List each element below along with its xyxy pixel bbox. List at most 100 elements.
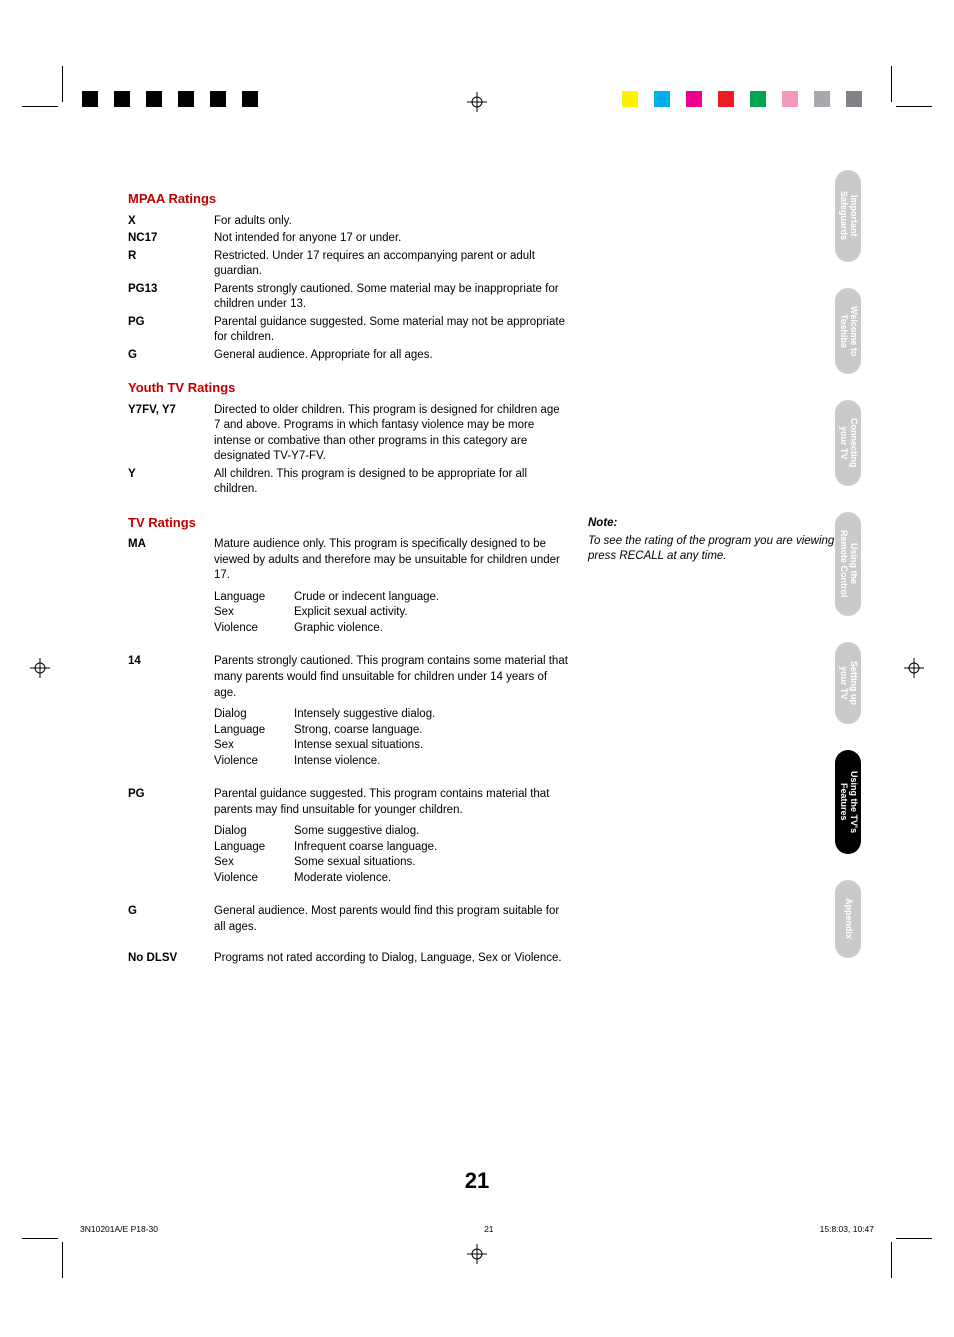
rating-desc: Mature audience only. This program is sp…: [214, 537, 568, 584]
rating-code: Y: [128, 467, 214, 498]
crop-line: [22, 1238, 58, 1239]
side-tab: Welcome toToshiba: [835, 288, 861, 374]
rating-sub-val: Moderate violence.: [294, 871, 568, 887]
registration-mark-icon: [467, 92, 487, 112]
footer-right: 15:8:03, 10:47: [820, 1224, 874, 1234]
rating-sub-key: Violence: [214, 871, 294, 887]
footer-line: 3N10201A/E P18-30 21 15:8:03, 10:47: [80, 1224, 874, 1234]
rating-desc: General audience. Most parents would fin…: [214, 904, 568, 935]
rating-desc: Programs not rated according to Dialog, …: [214, 951, 568, 967]
rating-code: R: [128, 249, 214, 280]
rating-code: G: [128, 904, 214, 935]
rating-sub-val: Graphic violence.: [294, 621, 568, 637]
note-body: To see the rating of the program you are…: [588, 534, 848, 565]
rating-row: NC17Not intended for anyone 17 or under.: [128, 231, 568, 247]
footer-mid: 21: [484, 1224, 493, 1234]
rating-sub-val: Strong, coarse language.: [294, 723, 568, 739]
density-strip-color: [622, 91, 862, 107]
rating-desc: For adults only.: [214, 214, 568, 230]
rating-row: PGParental guidance suggested. This prog…: [128, 787, 568, 818]
side-tab: Using the TV'sFeatures: [835, 750, 861, 854]
side-tab: Appendix: [835, 880, 861, 958]
rating-code: MA: [128, 537, 214, 584]
registration-mark-icon: [904, 658, 924, 678]
crop-line: [891, 66, 892, 102]
youth-rows: Y7FV, Y7Directed to older children. This…: [128, 403, 568, 498]
rating-sub-key: Sex: [214, 738, 294, 754]
rating-sub-row: LanguageStrong, coarse language.: [214, 723, 568, 739]
crop-line: [896, 1238, 932, 1239]
rating-sub-row: LanguageInfrequent coarse language.: [214, 840, 568, 856]
density-strip-bw: [82, 91, 274, 107]
side-tabs: ImportantSafeguards Welcome toToshiba Conn…: [835, 170, 861, 984]
rating-desc: Parents strongly cautioned. This program…: [214, 654, 568, 701]
rating-row: RRestricted. Under 17 requires an accomp…: [128, 249, 568, 280]
rating-sub-val: Intense sexual situations.: [294, 738, 568, 754]
crop-line: [896, 106, 932, 107]
mpaa-heading: MPAA Ratings: [128, 190, 568, 208]
rating-sub-val: Explicit sexual activity.: [294, 605, 568, 621]
rating-row: YAll children. This program is designed …: [128, 467, 568, 498]
rating-row: MAMature audience only. This program is …: [128, 537, 568, 584]
right-column: Note: To see the rating of the program y…: [588, 516, 848, 565]
rating-sub-row: LanguageCrude or indecent language.: [214, 590, 568, 606]
tv-heading: TV Ratings: [128, 514, 568, 532]
rating-sub-val: Intensely suggestive dialog.: [294, 707, 568, 723]
rating-row: XFor adults only.: [128, 214, 568, 230]
rating-row: No DLSVPrograms not rated according to D…: [128, 951, 568, 967]
rating-row: GGeneral audience. Appropriate for all a…: [128, 348, 568, 364]
rating-desc: Directed to older children. This program…: [214, 403, 568, 465]
rating-sub-row: SexIntense sexual situations.: [214, 738, 568, 754]
rating-code: Y7FV, Y7: [128, 403, 214, 465]
rating-desc: Parental guidance suggested. Some materi…: [214, 315, 568, 346]
rating-sub-val: Some suggestive dialog.: [294, 824, 568, 840]
side-tab: Connectingyour TV: [835, 400, 861, 486]
rating-sub-row: ViolenceModerate violence.: [214, 871, 568, 887]
registration-mark-icon: [467, 1244, 487, 1264]
rating-sub-row: DialogSome suggestive dialog.: [214, 824, 568, 840]
rating-sub-row: DialogIntensely suggestive dialog.: [214, 707, 568, 723]
rating-desc: General audience. Appropriate for all ag…: [214, 348, 568, 364]
rating-code: PG: [128, 787, 214, 818]
rating-row: GGeneral audience. Most parents would fi…: [128, 904, 568, 935]
tv-rows: MAMature audience only. This program is …: [128, 537, 568, 982]
registration-mark-icon: [30, 658, 50, 678]
crop-line: [62, 66, 63, 102]
crop-line: [62, 1242, 63, 1278]
rating-row: PG13Parents strongly cautioned. Some mat…: [128, 282, 568, 313]
rating-code: PG13: [128, 282, 214, 313]
rating-row: Y7FV, Y7Directed to older children. This…: [128, 403, 568, 465]
rating-sub-row: ViolenceGraphic violence.: [214, 621, 568, 637]
side-tab: Setting upyour TV: [835, 642, 861, 724]
rating-desc: Parental guidance suggested. This progra…: [214, 787, 568, 818]
rating-desc: Restricted. Under 17 requires an accompa…: [214, 249, 568, 280]
crop-line: [891, 1242, 892, 1278]
rating-sub-key: Sex: [214, 855, 294, 871]
crop-line: [22, 106, 58, 107]
rating-code: NC17: [128, 231, 214, 247]
rating-sub-row: SexExplicit sexual activity.: [214, 605, 568, 621]
rating-row: PGParental guidance suggested. Some mate…: [128, 315, 568, 346]
page-number: 21: [0, 1168, 954, 1194]
left-column: MPAA Ratings XFor adults only.NC17Not in…: [128, 190, 568, 983]
rating-code: 14: [128, 654, 214, 701]
rating-code: G: [128, 348, 214, 364]
rating-sub-val: Crude or indecent language.: [294, 590, 568, 606]
rating-sub-key: Language: [214, 590, 294, 606]
rating-sub-key: Violence: [214, 621, 294, 637]
footer-left: 3N10201A/E P18-30: [80, 1224, 158, 1234]
rating-row: 14Parents strongly cautioned. This progr…: [128, 654, 568, 701]
rating-sub-key: Dialog: [214, 707, 294, 723]
rating-sub-table: DialogSome suggestive dialog.LanguageInf…: [214, 824, 568, 886]
rating-desc: Not intended for anyone 17 or under.: [214, 231, 568, 247]
rating-code: No DLSV: [128, 951, 214, 967]
rating-sub-table: DialogIntensely suggestive dialog.Langua…: [214, 707, 568, 769]
rating-sub-key: Dialog: [214, 824, 294, 840]
note-heading: Note:: [588, 516, 848, 532]
rating-sub-key: Violence: [214, 754, 294, 770]
rating-sub-val: Infrequent coarse language.: [294, 840, 568, 856]
side-tab: ImportantSafeguards: [835, 170, 861, 262]
rating-sub-key: Language: [214, 723, 294, 739]
rating-sub-val: Intense violence.: [294, 754, 568, 770]
rating-sub-row: ViolenceIntense violence.: [214, 754, 568, 770]
